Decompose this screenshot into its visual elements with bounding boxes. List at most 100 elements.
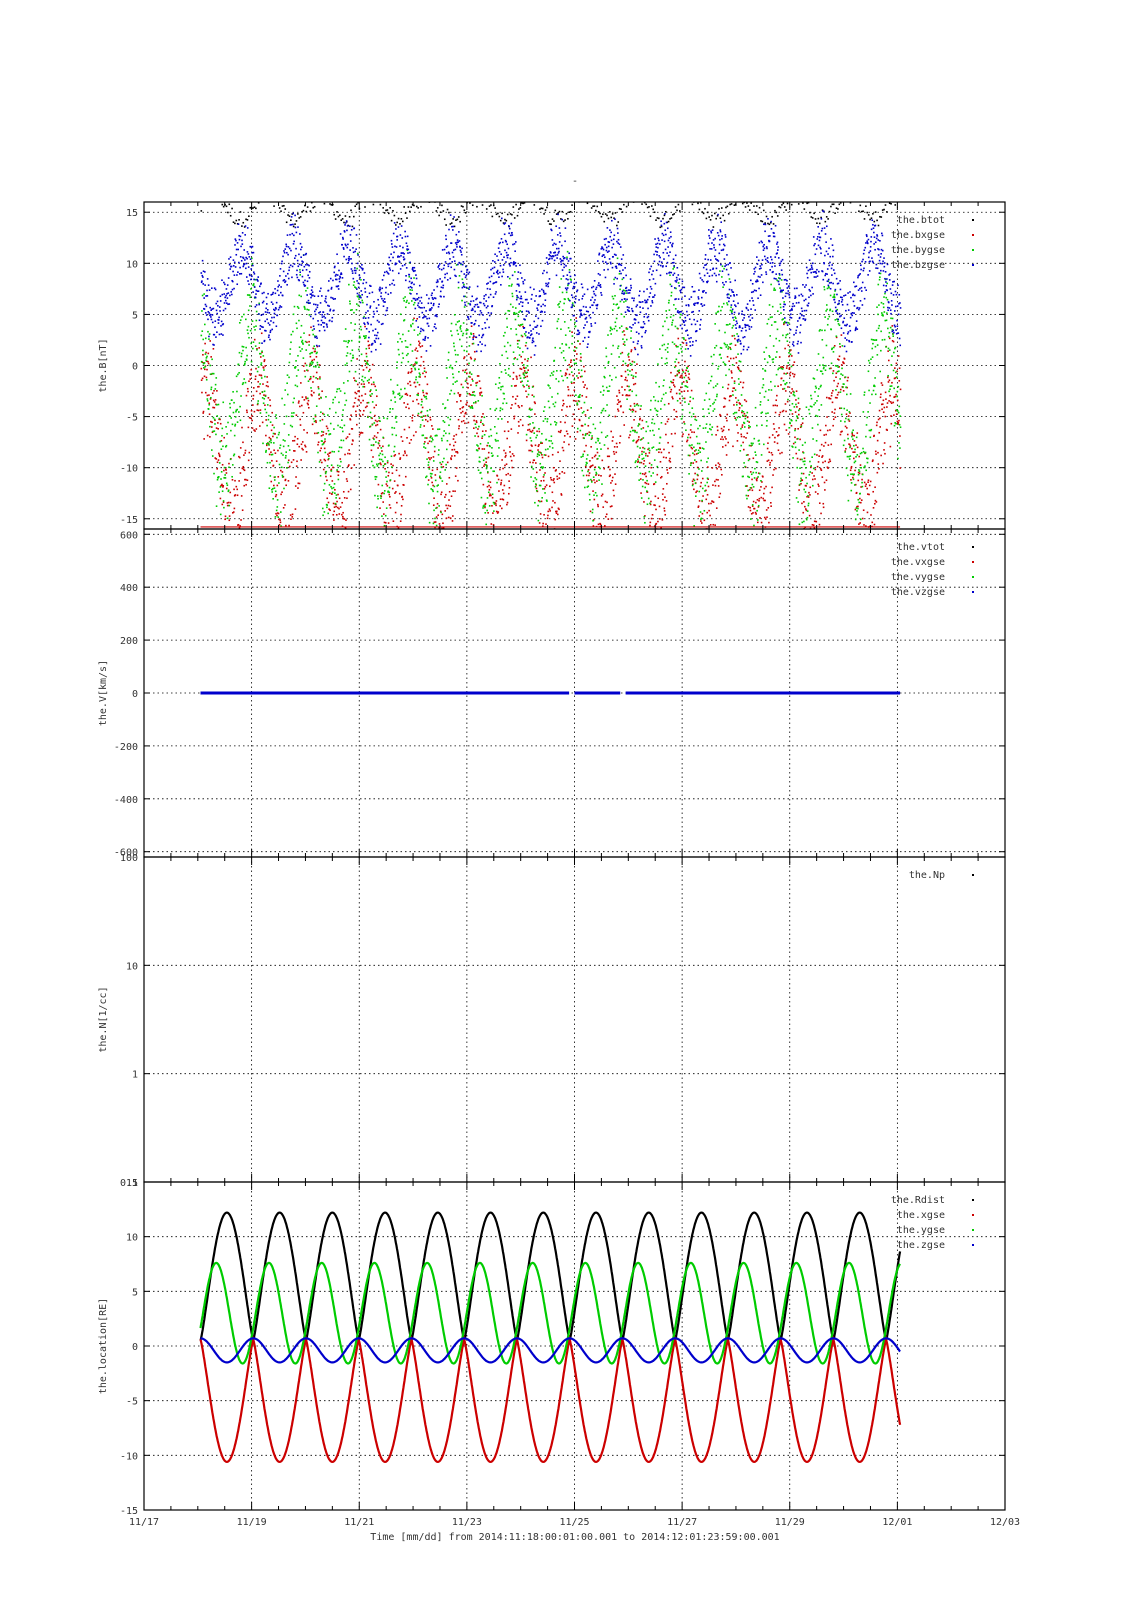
data-point (426, 409, 429, 412)
data-point (743, 426, 746, 428)
data-point (284, 208, 287, 210)
data-point (508, 480, 510, 482)
data-point (397, 341, 399, 343)
data-point (726, 355, 729, 358)
data-point (216, 390, 218, 392)
data-point (579, 375, 582, 378)
data-point (627, 354, 629, 356)
data-point (711, 559, 713, 561)
data-point (317, 441, 320, 444)
data-point (415, 357, 418, 360)
data-point (219, 300, 222, 302)
data-point (287, 445, 290, 447)
data-point (483, 504, 485, 507)
data-point (310, 393, 313, 396)
data-point (212, 343, 214, 346)
data-point (634, 429, 636, 432)
data-point (409, 384, 412, 387)
data-point (756, 521, 759, 524)
data-point (265, 411, 268, 414)
data-point (756, 519, 759, 521)
data-point (851, 196, 853, 198)
data-point (506, 326, 509, 328)
data-point (475, 426, 477, 429)
data-point (629, 389, 632, 391)
data-point (371, 363, 374, 366)
data-point (600, 448, 602, 450)
data-point (346, 480, 349, 482)
data-point (314, 335, 316, 337)
data-point (646, 455, 649, 457)
data-point (801, 444, 804, 446)
data-point (247, 390, 249, 393)
data-point (770, 283, 772, 286)
data-point (341, 513, 343, 516)
data-point (373, 438, 375, 441)
data-point (529, 423, 531, 425)
data-point (285, 451, 288, 453)
data-point (823, 288, 826, 291)
data-point (543, 487, 546, 490)
data-point (584, 434, 587, 437)
data-point (777, 277, 780, 279)
data-point (337, 215, 340, 218)
data-point (239, 211, 242, 213)
data-point (566, 368, 569, 371)
data-point (669, 274, 671, 277)
data-point (505, 219, 508, 222)
data-point (442, 403, 444, 405)
data-point (899, 426, 902, 429)
data-point (776, 351, 778, 353)
data-point (668, 309, 671, 311)
data-point (286, 544, 288, 546)
data-point (591, 435, 593, 437)
data-point (212, 372, 215, 375)
data-point (397, 527, 400, 529)
data-point (648, 452, 651, 454)
data-point (227, 421, 229, 424)
data-point (481, 435, 484, 438)
data-point (555, 378, 557, 380)
data-point (880, 312, 883, 314)
data-point (889, 445, 892, 448)
data-point (679, 210, 681, 212)
data-point (390, 534, 392, 536)
data-point (828, 286, 830, 289)
data-point (897, 411, 900, 414)
data-point (434, 474, 437, 476)
data-point (232, 411, 235, 414)
data-point (231, 399, 233, 401)
data-point (609, 211, 611, 213)
data-point (306, 308, 308, 311)
data-point (343, 424, 346, 427)
data-point (333, 506, 336, 508)
data-point (776, 215, 779, 217)
data-point (258, 342, 261, 344)
data-point (618, 207, 621, 210)
data-point (876, 471, 879, 474)
data-point (653, 483, 656, 485)
data-point (560, 218, 562, 220)
data-point (441, 439, 443, 442)
data-point (632, 383, 635, 386)
data-point (534, 477, 536, 479)
data-point (466, 372, 468, 375)
data-point (779, 452, 781, 455)
data-point (544, 209, 547, 211)
data-point (615, 460, 617, 462)
data-point (865, 525, 867, 527)
data-point (872, 389, 875, 392)
data-point (394, 401, 397, 403)
data-point (810, 216, 813, 218)
data-point (569, 330, 571, 332)
data-point (827, 280, 830, 283)
data-point (445, 517, 448, 520)
data-point (743, 412, 746, 415)
data-point (401, 352, 404, 355)
data-point (557, 318, 560, 320)
data-point (301, 342, 304, 344)
data-point (223, 506, 225, 509)
data-point (269, 421, 272, 423)
data-point (627, 193, 629, 195)
data-point (216, 461, 219, 464)
